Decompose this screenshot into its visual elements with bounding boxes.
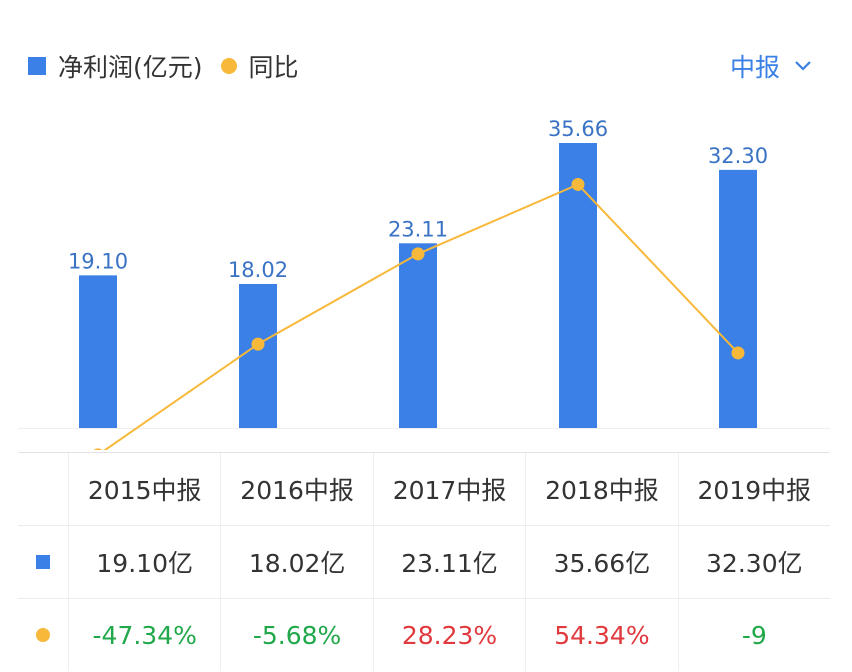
- profit-chart: 19.10 18.02 23.11 35.66 32.30: [18, 117, 830, 450]
- bar-value-label: 23.11: [388, 217, 448, 241]
- bar: [719, 169, 757, 428]
- period-selector[interactable]: 中报: [730, 48, 812, 84]
- table-cell: 23.11亿: [372, 526, 525, 598]
- table-header-cell: 2016中报: [220, 453, 372, 525]
- bar: [239, 283, 277, 428]
- table-cell: -5.68%: [220, 599, 372, 671]
- yoy-point: [571, 177, 585, 191]
- bar-value-label: 18.02: [228, 258, 288, 282]
- legend-bar-swatch: [28, 57, 46, 75]
- table-header-row: 2015中报 2016中报 2017中报 2018中报 2019中报: [18, 452, 830, 525]
- table-cell: 18.02亿: [220, 526, 372, 598]
- chart-legend: 净利润(亿元) 同比: [28, 50, 299, 82]
- period-selector-label: 中报: [729, 53, 780, 82]
- legend-line-label: 同比: [248, 53, 299, 82]
- yoy-row-marker: [36, 628, 50, 642]
- table-row-yoy: -47.34% -5.68% 28.23% 54.34% -9: [18, 598, 830, 671]
- bar: [79, 275, 117, 428]
- bar-value-label: 35.66: [548, 117, 608, 141]
- table-cell: 32.30亿: [677, 526, 830, 598]
- table-cell: 19.10亿: [68, 526, 220, 598]
- table-header-cell: 2015中报: [68, 453, 220, 525]
- yoy-point: [251, 337, 265, 351]
- profit-row-marker: [36, 555, 50, 569]
- bar-value-label: 32.30: [708, 144, 768, 168]
- data-table: 2015中报 2016中报 2017中报 2018中报 2019中报 19.10…: [18, 452, 830, 671]
- legend-bar-label: 净利润(亿元): [58, 53, 203, 82]
- table-header-cell: 2017中报: [372, 453, 525, 525]
- yoy-point: [731, 346, 745, 360]
- yoy-point: [411, 247, 425, 261]
- table-cell: 28.23%: [372, 599, 525, 671]
- table-header-cell: 2018中报: [525, 453, 677, 525]
- chevron-down-icon: [795, 61, 811, 71]
- table-cell: 35.66亿: [525, 526, 677, 598]
- table-corner-cell: [18, 453, 68, 525]
- table-header-cell: 2019中报: [677, 453, 830, 525]
- yoy-point: [93, 448, 103, 450]
- bar-value-label: 19.10: [68, 249, 128, 273]
- table-cell: 54.34%: [525, 599, 677, 671]
- legend-line-swatch: [220, 58, 237, 74]
- table-row-profit: 19.10亿 18.02亿 23.11亿 35.66亿 32.30亿: [18, 525, 830, 598]
- bar: [399, 243, 437, 428]
- table-cell: -47.34%: [68, 599, 220, 671]
- table-cell: -9: [677, 599, 830, 671]
